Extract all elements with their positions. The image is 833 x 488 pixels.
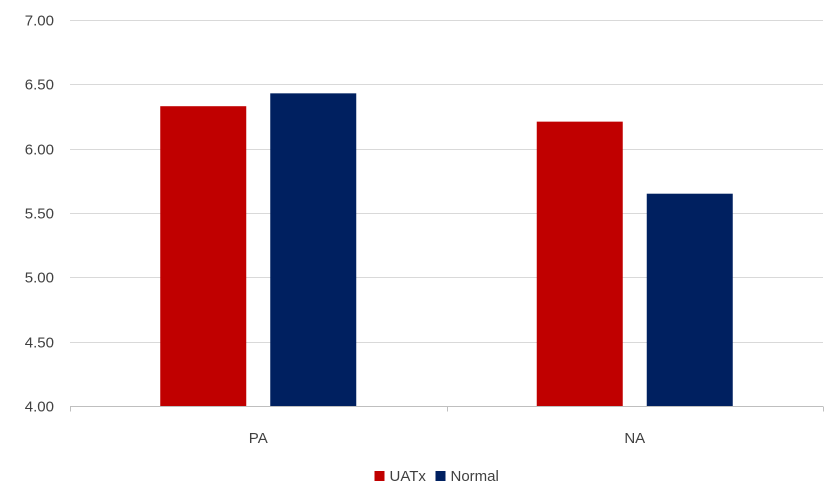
y-tick-label: 4.50 — [25, 335, 54, 352]
y-tick-label: 6.50 — [25, 77, 54, 94]
x-tick-label: PA — [249, 430, 268, 447]
bar-normal-pa — [270, 93, 357, 406]
y-tick-label: 6.00 — [25, 142, 54, 159]
y-tick-label: 7.00 — [25, 13, 54, 30]
y-tick-label: 4.00 — [25, 399, 54, 416]
x-tick-label: NA — [624, 430, 645, 447]
y-axis-tick-labels: 4.00 4.50 5.00 5.50 6.00 6.50 7.00 — [25, 13, 54, 416]
legend: UATx Normal — [374, 468, 499, 485]
legend-swatch-uatx — [374, 471, 385, 481]
bar-uatx-na — [536, 121, 623, 406]
legend-swatch-normal — [435, 471, 446, 481]
x-axis-tick-labels: PA NA — [249, 430, 645, 447]
x-axis — [70, 406, 824, 412]
bar-normal-na — [646, 193, 733, 406]
y-tick-label: 5.50 — [25, 206, 54, 223]
y-tick-label: 5.00 — [25, 270, 54, 287]
bars — [160, 93, 733, 406]
legend-label-normal: Normal — [451, 468, 499, 485]
bar-uatx-pa — [160, 106, 247, 406]
legend-label-uatx: UATx — [390, 468, 427, 485]
